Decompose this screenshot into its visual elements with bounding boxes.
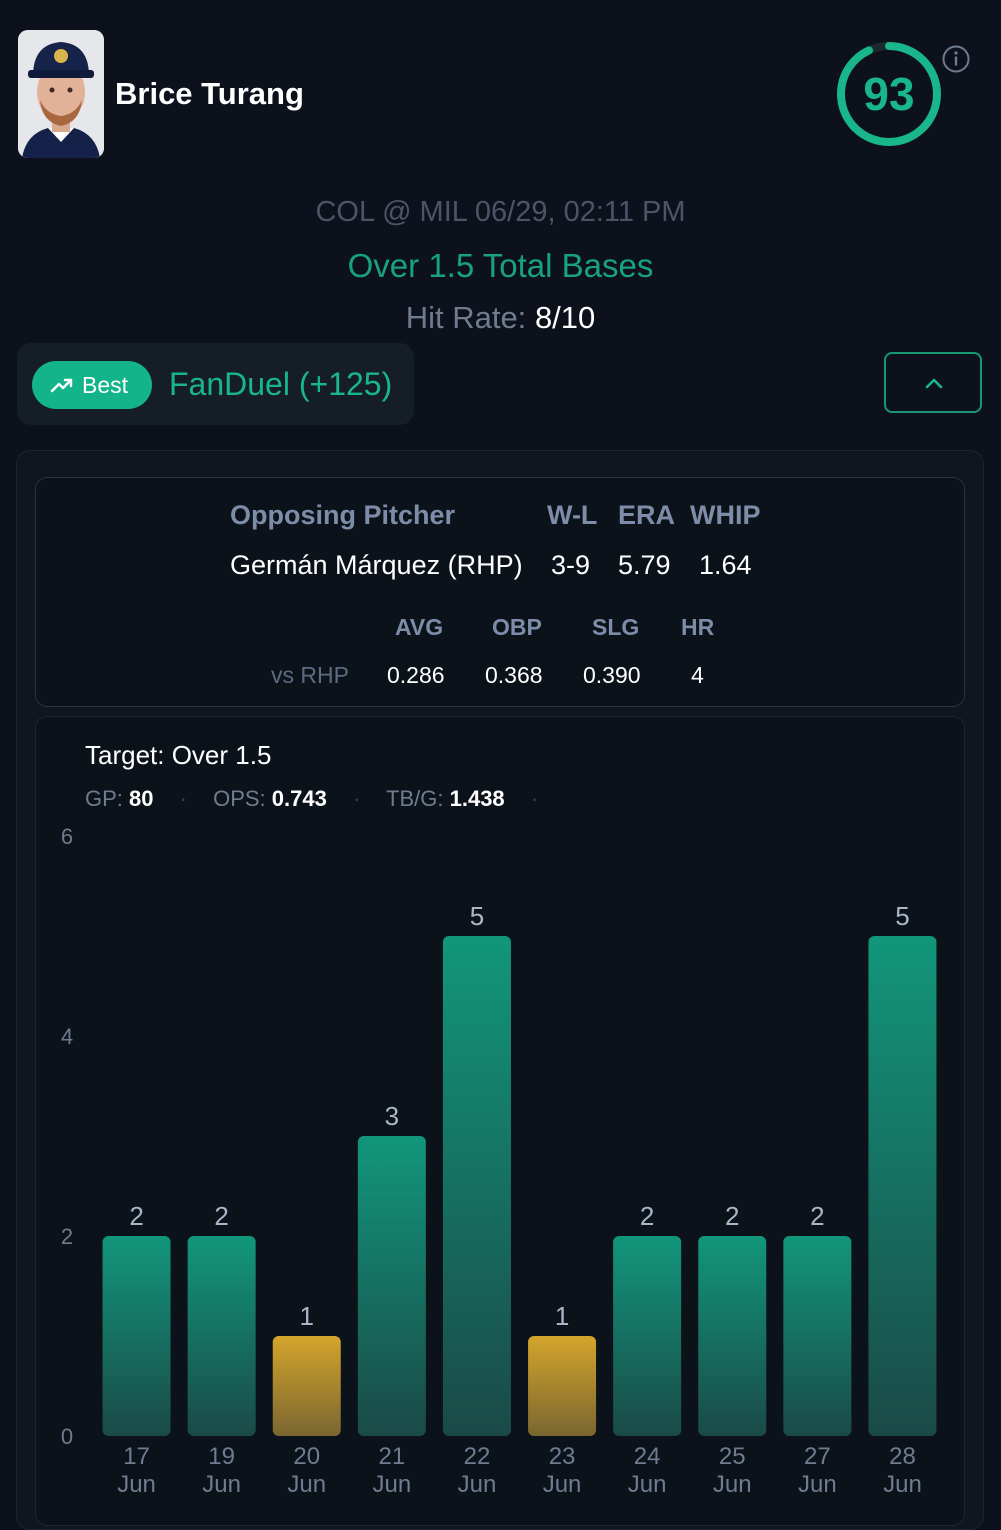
whip-header: WHIP — [690, 500, 761, 530]
ops-label: OPS: — [213, 786, 266, 811]
separator-dot: · — [179, 786, 187, 811]
hit-rate-value: 8/10 — [534, 300, 596, 335]
y-tick-label: 6 — [61, 824, 73, 849]
pitcher-name: Germán Márquez (RHP) — [230, 550, 523, 580]
avg-value: 0.286 — [387, 662, 445, 688]
pitcher-whip: 1.64 — [699, 550, 752, 580]
hr-header: HR — [681, 614, 715, 640]
x-tick-month: Jun — [543, 1471, 582, 1498]
opposing-pitcher-header: Opposing Pitcher — [230, 500, 456, 530]
wl-header: W-L — [547, 500, 598, 530]
pitcher-wl: 3-9 — [551, 550, 591, 580]
opposing-pitcher-card — [35, 477, 965, 707]
game-matchup: COL @ MIL 06/29, 02:11 PM — [315, 196, 686, 228]
info-icon[interactable] — [941, 44, 971, 74]
bar-value-label: 2 — [214, 1201, 228, 1231]
x-tick-day: 25 — [719, 1443, 746, 1470]
separator-dot: · — [530, 786, 539, 811]
slg-value: 0.390 — [583, 662, 641, 688]
collapse-button[interactable] — [884, 352, 982, 413]
x-tick-month: Jun — [202, 1471, 241, 1498]
obp-header: OBP — [492, 614, 542, 640]
x-tick-day: 19 — [208, 1443, 235, 1470]
bar — [357, 1136, 426, 1436]
avg-header: AVG — [395, 614, 444, 640]
x-tick-month: Jun — [458, 1471, 497, 1498]
best-badge: Best — [32, 361, 152, 409]
tbg-label: TB/G: — [386, 786, 444, 811]
x-tick-day: 24 — [634, 1443, 661, 1470]
x-tick-day: 22 — [464, 1443, 491, 1470]
x-tick-day: 20 — [293, 1443, 320, 1470]
bar — [783, 1236, 852, 1436]
target-line: Target: Over 1.5 — [85, 740, 272, 770]
best-label: Best — [82, 372, 129, 398]
bar-value-label: 3 — [385, 1101, 399, 1131]
x-tick-day: 21 — [378, 1443, 405, 1470]
y-tick-label: 4 — [61, 1024, 73, 1049]
hr-value: 4 — [691, 662, 704, 688]
gp-value: 80 — [129, 786, 154, 811]
y-tick-label: 0 — [61, 1424, 73, 1449]
x-tick-day: 27 — [804, 1443, 831, 1470]
x-tick-month: Jun — [117, 1471, 156, 1498]
bar — [613, 1236, 682, 1436]
x-tick-day: 17 — [123, 1443, 150, 1470]
ops-value: 0.743 — [271, 786, 327, 811]
x-tick-month: Jun — [628, 1471, 667, 1498]
bar — [272, 1336, 341, 1436]
bar-value-label: 2 — [640, 1201, 654, 1231]
prop-line: Over 1.5 Total Bases — [347, 247, 654, 284]
bar-value-label: 1 — [300, 1301, 314, 1331]
bar-value-label: 1 — [555, 1301, 569, 1331]
player-name: Brice Turang — [115, 76, 304, 111]
era-header: ERA — [618, 500, 676, 530]
split-label: vs RHP — [271, 662, 349, 688]
separator-dot: · — [352, 786, 361, 811]
bar — [698, 1236, 767, 1436]
tbg-value: 1.438 — [449, 786, 505, 811]
x-tick-month: Jun — [883, 1471, 922, 1498]
bar — [187, 1236, 256, 1436]
y-tick-label: 2 — [61, 1224, 73, 1249]
x-tick-day: 28 — [889, 1443, 916, 1470]
sportsbook-odds: FanDuel (+125) — [169, 366, 393, 402]
confidence-score-ring — [837, 42, 941, 146]
season-stats-row: GP: 80 · OPS: 0.743 · TB/G: 1.438 · — [85, 786, 558, 812]
bar — [528, 1336, 597, 1436]
bar-value-label: 2 — [129, 1201, 143, 1231]
chevron-up-icon — [925, 378, 943, 389]
bar-value-label: 5 — [470, 901, 484, 931]
best-odds-box[interactable]: Best FanDuel (+125) — [17, 343, 414, 425]
player-avatar — [18, 30, 104, 158]
bar-value-label: 2 — [810, 1201, 824, 1231]
bar-value-label: 2 — [725, 1201, 739, 1231]
x-tick-month: Jun — [287, 1471, 326, 1498]
slg-header: SLG — [592, 614, 640, 640]
obp-value: 0.368 — [485, 662, 543, 688]
hit-rate: Hit Rate: 8/10 — [0, 300, 1001, 336]
bar — [442, 936, 511, 1436]
x-tick-day: 23 — [549, 1443, 576, 1470]
hit-rate-label: Hit Rate: — [405, 300, 527, 335]
player-headshot-image — [18, 30, 104, 158]
x-tick-month: Jun — [372, 1471, 411, 1498]
x-tick-month: Jun — [798, 1471, 837, 1498]
confidence-score: 93 — [863, 68, 915, 120]
bar — [868, 936, 937, 1436]
x-tick-month: Jun — [713, 1471, 752, 1498]
pitcher-era: 5.79 — [618, 550, 671, 580]
bar — [102, 1236, 171, 1436]
bar-value-label: 5 — [895, 901, 909, 931]
player-header: Brice Turang 93 — [0, 0, 1001, 190]
gp-label: GP: — [85, 786, 123, 811]
trending-up-icon — [50, 378, 73, 393]
